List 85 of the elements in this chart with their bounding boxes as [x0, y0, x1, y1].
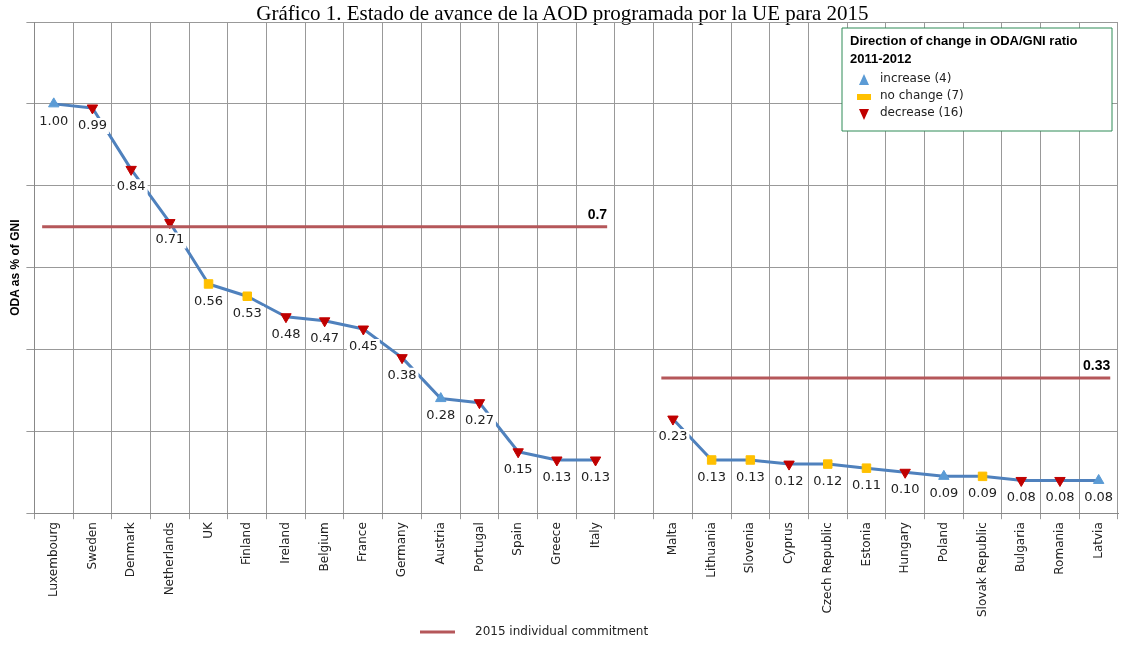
- x-tick-label: Spain: [510, 522, 525, 556]
- x-tick-label: Romania: [1052, 522, 1067, 575]
- data-label: 0.10: [890, 481, 920, 497]
- data-label: 0.08: [1006, 489, 1036, 505]
- y-axis-title: ODA as % of GNI: [7, 219, 22, 316]
- ref-line-label: 0.7: [587, 205, 608, 222]
- data-label: 0.13: [542, 468, 572, 484]
- x-tick-label: Latvia: [1090, 522, 1105, 559]
- point: [280, 313, 292, 324]
- x-tick-label: Czech Republic: [819, 522, 834, 614]
- data-label: 0.53: [232, 305, 262, 321]
- data-label: 0.09: [929, 485, 959, 501]
- data-label: 0.15: [503, 460, 533, 476]
- data-label: 0.48: [271, 325, 301, 341]
- legend-label: no change (7): [880, 88, 964, 103]
- ref-line-label: 0.33: [1083, 356, 1111, 373]
- point: [1054, 476, 1066, 487]
- data-label: 0.12: [774, 472, 804, 488]
- data-label: 0.27: [464, 411, 494, 427]
- x-tick-label: Luxembourg: [45, 522, 60, 597]
- data-label: 0.38: [387, 366, 417, 382]
- data-label: 1.00: [39, 112, 69, 128]
- data-label: 0.84: [116, 178, 146, 194]
- x-tick-label: Ireland: [278, 522, 293, 564]
- point: [861, 463, 872, 473]
- point: [203, 279, 214, 289]
- data-label: 0.45: [348, 337, 378, 353]
- point: [242, 291, 252, 301]
- point: [473, 399, 486, 410]
- data-label: 0.47: [310, 329, 340, 345]
- data-label: 0.99: [77, 116, 107, 132]
- x-tick-label: Portugal: [471, 522, 486, 572]
- point: [357, 325, 370, 336]
- x-tick-label: Germany: [394, 522, 409, 578]
- x-tick-label: Bulgaria: [1013, 522, 1028, 572]
- point: [589, 456, 602, 467]
- x-tick-label: Slovak Republic: [974, 522, 989, 618]
- data-label: 0.12: [813, 472, 843, 488]
- point: [396, 354, 408, 365]
- x-tick-label: Cyprus: [781, 522, 796, 565]
- data-label: 0.13: [735, 468, 765, 484]
- legend-title: Direction of change in ODA/GNI ratio 2011-2012: [850, 33, 1078, 67]
- point: [667, 415, 679, 426]
- x-tick-label: Lithuania: [703, 522, 718, 578]
- point: [977, 471, 988, 482]
- x-tick-label: Slovenia: [742, 522, 757, 574]
- x-tick-label: Hungary: [897, 522, 912, 574]
- x-tick-label: Netherlands: [161, 522, 176, 596]
- data-label: 0.08: [1045, 489, 1075, 505]
- x-tick-label: UK: [200, 521, 215, 539]
- point: [86, 104, 99, 115]
- x-tick-label: Poland: [935, 522, 950, 563]
- point: [512, 448, 524, 459]
- data-label: 0.09: [968, 485, 998, 501]
- data-label: 0.11: [851, 477, 881, 493]
- point: [783, 460, 795, 471]
- x-tick-label: Finland: [239, 522, 254, 566]
- point: [823, 459, 833, 469]
- x-tick-label: France: [355, 522, 370, 563]
- data-label: 0.23: [658, 427, 688, 443]
- chart-title: Gráfico 1. Estado de avance de la AOD programada por la UE para 2015: [255, 0, 870, 26]
- x-tick-label: Sweden: [84, 522, 99, 570]
- x-tick-label: Belgium: [316, 522, 331, 572]
- point: [318, 317, 331, 328]
- x-tick-label: Estonia: [858, 522, 873, 567]
- point: [551, 456, 563, 467]
- point: [706, 455, 717, 465]
- x-tick-label: Italy: [587, 522, 602, 549]
- data-label: 0.28: [426, 407, 456, 423]
- point: [1015, 476, 1027, 487]
- x-tick-label: Greece: [548, 522, 563, 565]
- text: 2015 individual commitment: [475, 624, 649, 639]
- legend-label: increase (4): [880, 71, 952, 86]
- point: [899, 468, 911, 479]
- point: [745, 455, 756, 465]
- x-tick-label: Denmark: [123, 522, 138, 578]
- data-label: 0.13: [581, 468, 611, 484]
- x-tick-label: Austria: [432, 522, 447, 565]
- data-label: 0.71: [155, 231, 185, 247]
- legend-label: decrease (16): [880, 105, 964, 120]
- data-label: 0.13: [697, 468, 727, 484]
- data-label: 0.56: [194, 292, 224, 308]
- data-label: 0.08: [1084, 489, 1114, 505]
- x-tick-label: Malta: [665, 522, 680, 556]
- point: [125, 165, 137, 176]
